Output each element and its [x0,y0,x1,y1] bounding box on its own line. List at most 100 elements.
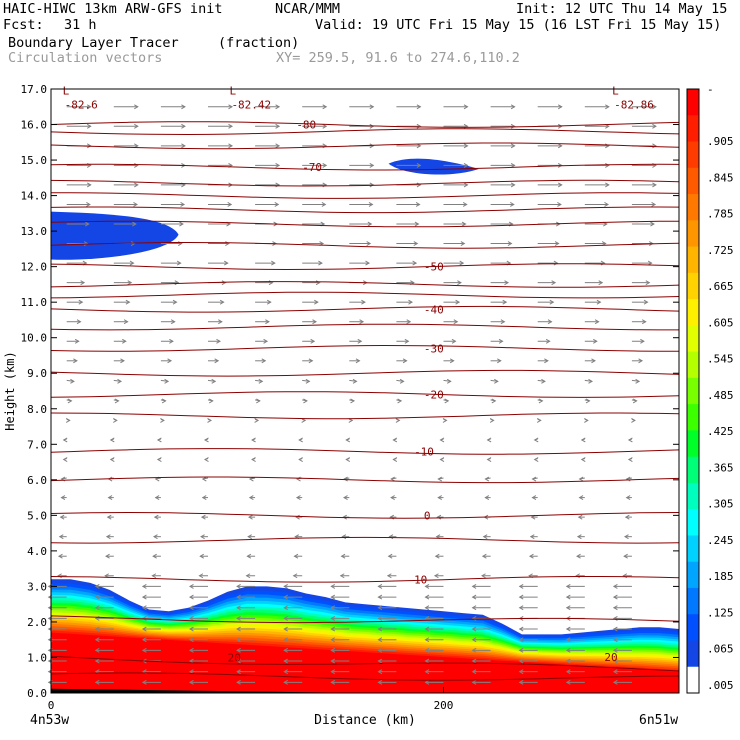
vector-head [510,202,515,207]
temperature-contour [50,576,680,583]
vector-head [207,417,213,423]
vector-head [164,378,170,384]
vector-head [59,514,65,520]
vector-head [283,615,288,621]
wind-vector [105,534,114,540]
vector-head [113,417,118,423]
wind-vector [631,280,651,286]
wind-vector [392,437,398,443]
vector-head [518,647,524,653]
vector-head [355,358,361,364]
vector-head [65,417,71,423]
colorbar-swatch [687,299,699,326]
wind-vector [302,162,328,168]
vector-head [565,626,571,632]
wind-vector [248,495,256,501]
wind-vector [301,417,307,423]
vector-head [518,658,524,664]
wind-vector [160,143,186,149]
wind-vector [396,202,421,207]
wind-vector [283,615,303,621]
wind-vector [283,637,303,643]
wind-vector [154,495,161,501]
vector-head [208,398,214,404]
vector-head [449,358,455,364]
vector-head [439,457,445,462]
vector-head [330,669,336,675]
wind-vector [537,398,544,404]
wind-vector [577,514,585,520]
wind-vector [490,202,515,207]
vector-head [58,534,64,540]
vector-head [350,398,356,404]
wind-vector [141,637,161,643]
vector-head [283,669,288,675]
colorbar-swatch [687,456,699,484]
vector-head [471,669,477,675]
vector-head [228,123,234,129]
vector-head [188,669,194,675]
vector-head [416,104,422,110]
vector-head [463,162,469,168]
vector-head [377,626,383,632]
wind-vector [631,182,657,188]
wind-vector [490,378,499,384]
wind-vector [377,594,397,600]
wind-vector [424,679,444,685]
vector-head [275,162,281,168]
wind-vector [490,398,497,404]
vector-head [482,534,488,540]
vector-head [377,615,383,621]
wind-vector [160,202,186,207]
temperature-contour [50,655,680,672]
wind-vector [302,299,319,305]
vector-head [489,417,495,423]
wind-vector [377,605,397,611]
vector-head [594,319,600,325]
vector-head [200,534,205,540]
wind-vector [396,338,410,344]
wind-vector [631,299,649,305]
low-symbol: L [63,84,70,97]
vector-head [424,647,430,653]
vector-head [141,594,147,600]
wind-vector [302,104,328,110]
vector-head [141,605,147,611]
vector-head [481,553,487,559]
wind-vector [330,626,350,632]
vector-head [201,476,207,482]
wind-vector [578,495,585,501]
wind-vector [156,457,162,462]
wind-vector [60,495,67,501]
wind-vector [575,573,585,579]
wind-vector [518,637,538,643]
wind-vector [94,626,114,632]
vector-head [176,260,182,266]
vector-head [188,626,194,632]
wind-vector [208,319,223,325]
wind-vector [349,241,372,246]
wind-vector [208,299,225,305]
vector-head [584,417,589,423]
wind-vector [254,398,261,404]
vector-head [367,221,373,227]
vector-head [518,605,524,611]
vector-head [652,143,657,149]
wind-vector [424,626,444,632]
wind-vector [584,358,596,364]
vector-head [386,573,392,579]
vector-head [652,104,657,110]
vector-head [627,437,633,443]
wind-vector [625,495,632,501]
vector-head [181,123,186,129]
wind-vector [442,417,448,423]
wind-vector [208,143,234,149]
vector-head [223,260,229,266]
temperature-contour [50,323,679,331]
vector-head [256,398,261,404]
y-tick-label: 14.0 [21,190,48,203]
wind-vector [531,476,538,482]
wind-vector [340,553,350,559]
wind-vector [113,221,137,227]
wind-vector [113,319,129,325]
